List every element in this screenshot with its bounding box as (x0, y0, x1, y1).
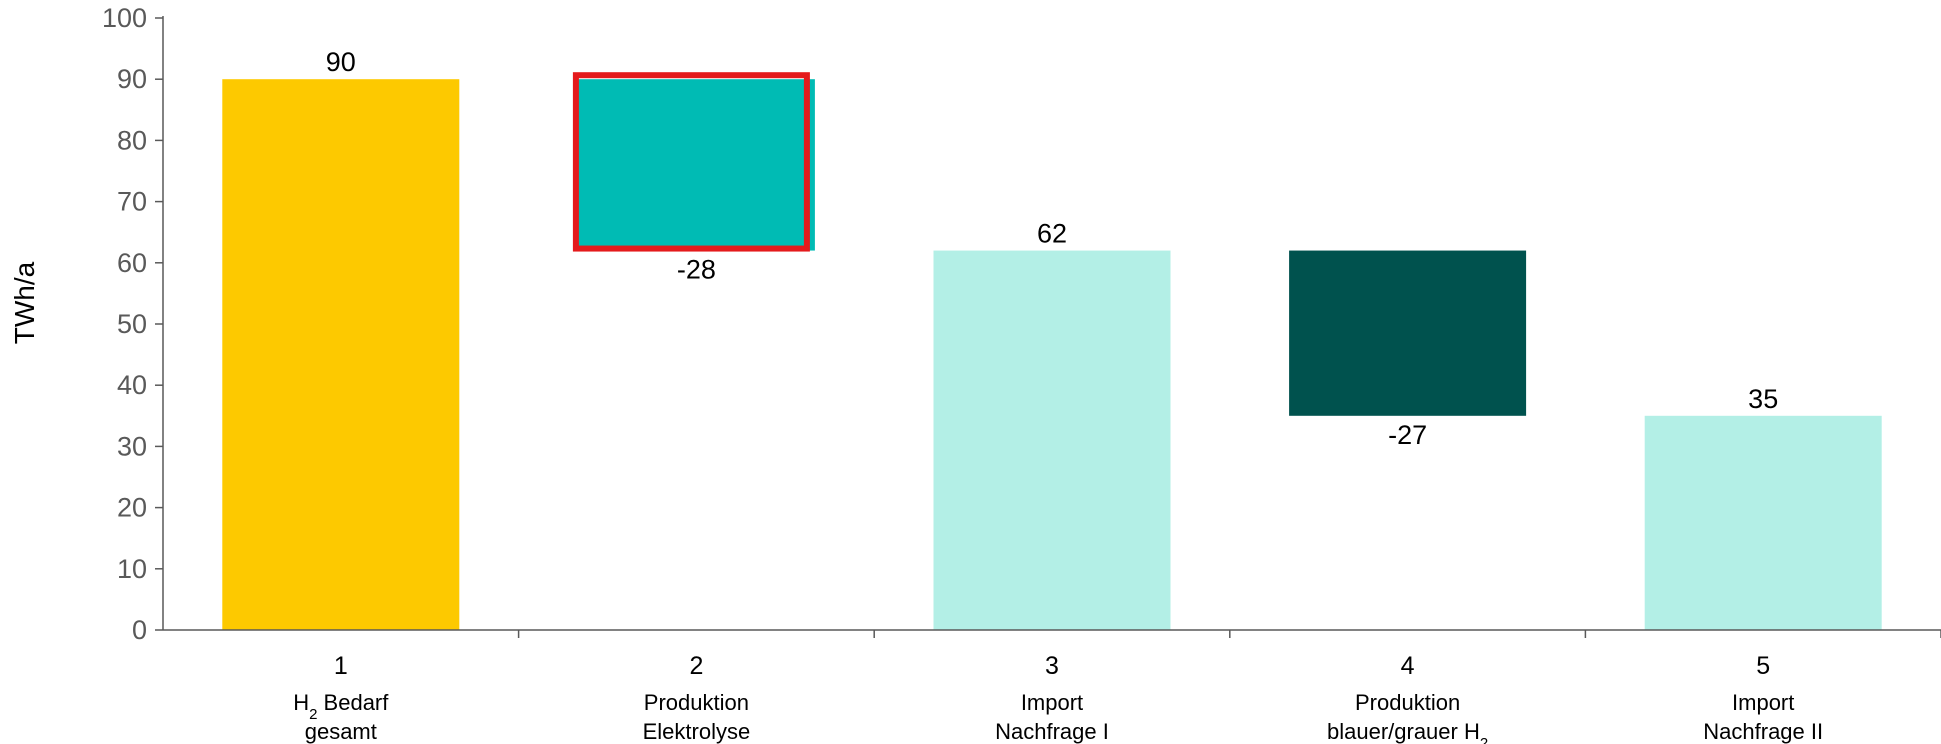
y-tick-label: 90 (117, 64, 147, 94)
bar-4 (1289, 251, 1526, 416)
y-tick-label: 80 (117, 125, 147, 155)
label-text: Nachfrage I (995, 719, 1109, 744)
data-label-1: 90 (326, 47, 356, 77)
category-label-line: Import (1021, 690, 1083, 715)
category-label-line: Import (1732, 690, 1794, 715)
y-tick-label: 30 (117, 431, 147, 461)
y-tick-label: 20 (117, 493, 147, 523)
x-tick-label: 4 (1401, 652, 1415, 680)
y-tick-label: 0 (132, 615, 147, 645)
bar-1 (222, 79, 459, 630)
x-tick-label: 1 (334, 652, 348, 680)
category-label-line: Produktion (1355, 690, 1460, 715)
label-text: Bedarf (317, 690, 389, 715)
y-axis: 0 10 20 30 40 50 60 70 80 90 100 (102, 3, 163, 645)
category-label-line: H2 Bedarf (293, 690, 389, 723)
x-tick-label: 5 (1756, 652, 1770, 680)
bar-5 (1645, 416, 1882, 630)
category-label-line: Elektrolyse (643, 719, 751, 744)
y-tick-label: 50 (117, 309, 147, 339)
x-tick-label: 3 (1045, 652, 1059, 680)
bar-2 (578, 79, 815, 250)
y-tick-label: 10 (117, 554, 147, 584)
data-label-4: -27 (1388, 420, 1427, 450)
x-axis: 1H2 Bedarfgesamt2ProduktionElektrolyse3I… (163, 630, 1941, 744)
label-text: H (293, 690, 309, 715)
y-axis-title: TWh/a (9, 261, 40, 344)
label-text: blauer/grauer H (1327, 719, 1480, 744)
label-text: Import (1021, 690, 1083, 715)
category-label-line: gesamt (305, 719, 377, 744)
y-tick-label: 60 (117, 248, 147, 278)
y-tick-label: 70 (117, 187, 147, 217)
x-tick-label: 2 (689, 652, 703, 680)
y-tick-label: 100 (102, 3, 147, 33)
category-label-line: Nachfrage I (995, 719, 1109, 744)
bars (222, 75, 1881, 630)
label-text: Import (1732, 690, 1794, 715)
data-label-3: 62 (1037, 219, 1067, 249)
category-label-line: blauer/grauer H2 (1327, 719, 1488, 744)
data-label-2: -28 (677, 255, 716, 285)
category-label-line: Produktion (644, 690, 749, 715)
label-text: Produktion (644, 690, 749, 715)
y-tick-label: 40 (117, 370, 147, 400)
subscript: 2 (1480, 735, 1488, 744)
label-text: Elektrolyse (643, 719, 751, 744)
label-text: Nachfrage II (1703, 719, 1823, 744)
label-text: Produktion (1355, 690, 1460, 715)
data-label-5: 35 (1748, 384, 1778, 414)
category-label-line: Nachfrage II (1703, 719, 1823, 744)
bar-3 (934, 251, 1171, 630)
label-text: gesamt (305, 719, 377, 744)
